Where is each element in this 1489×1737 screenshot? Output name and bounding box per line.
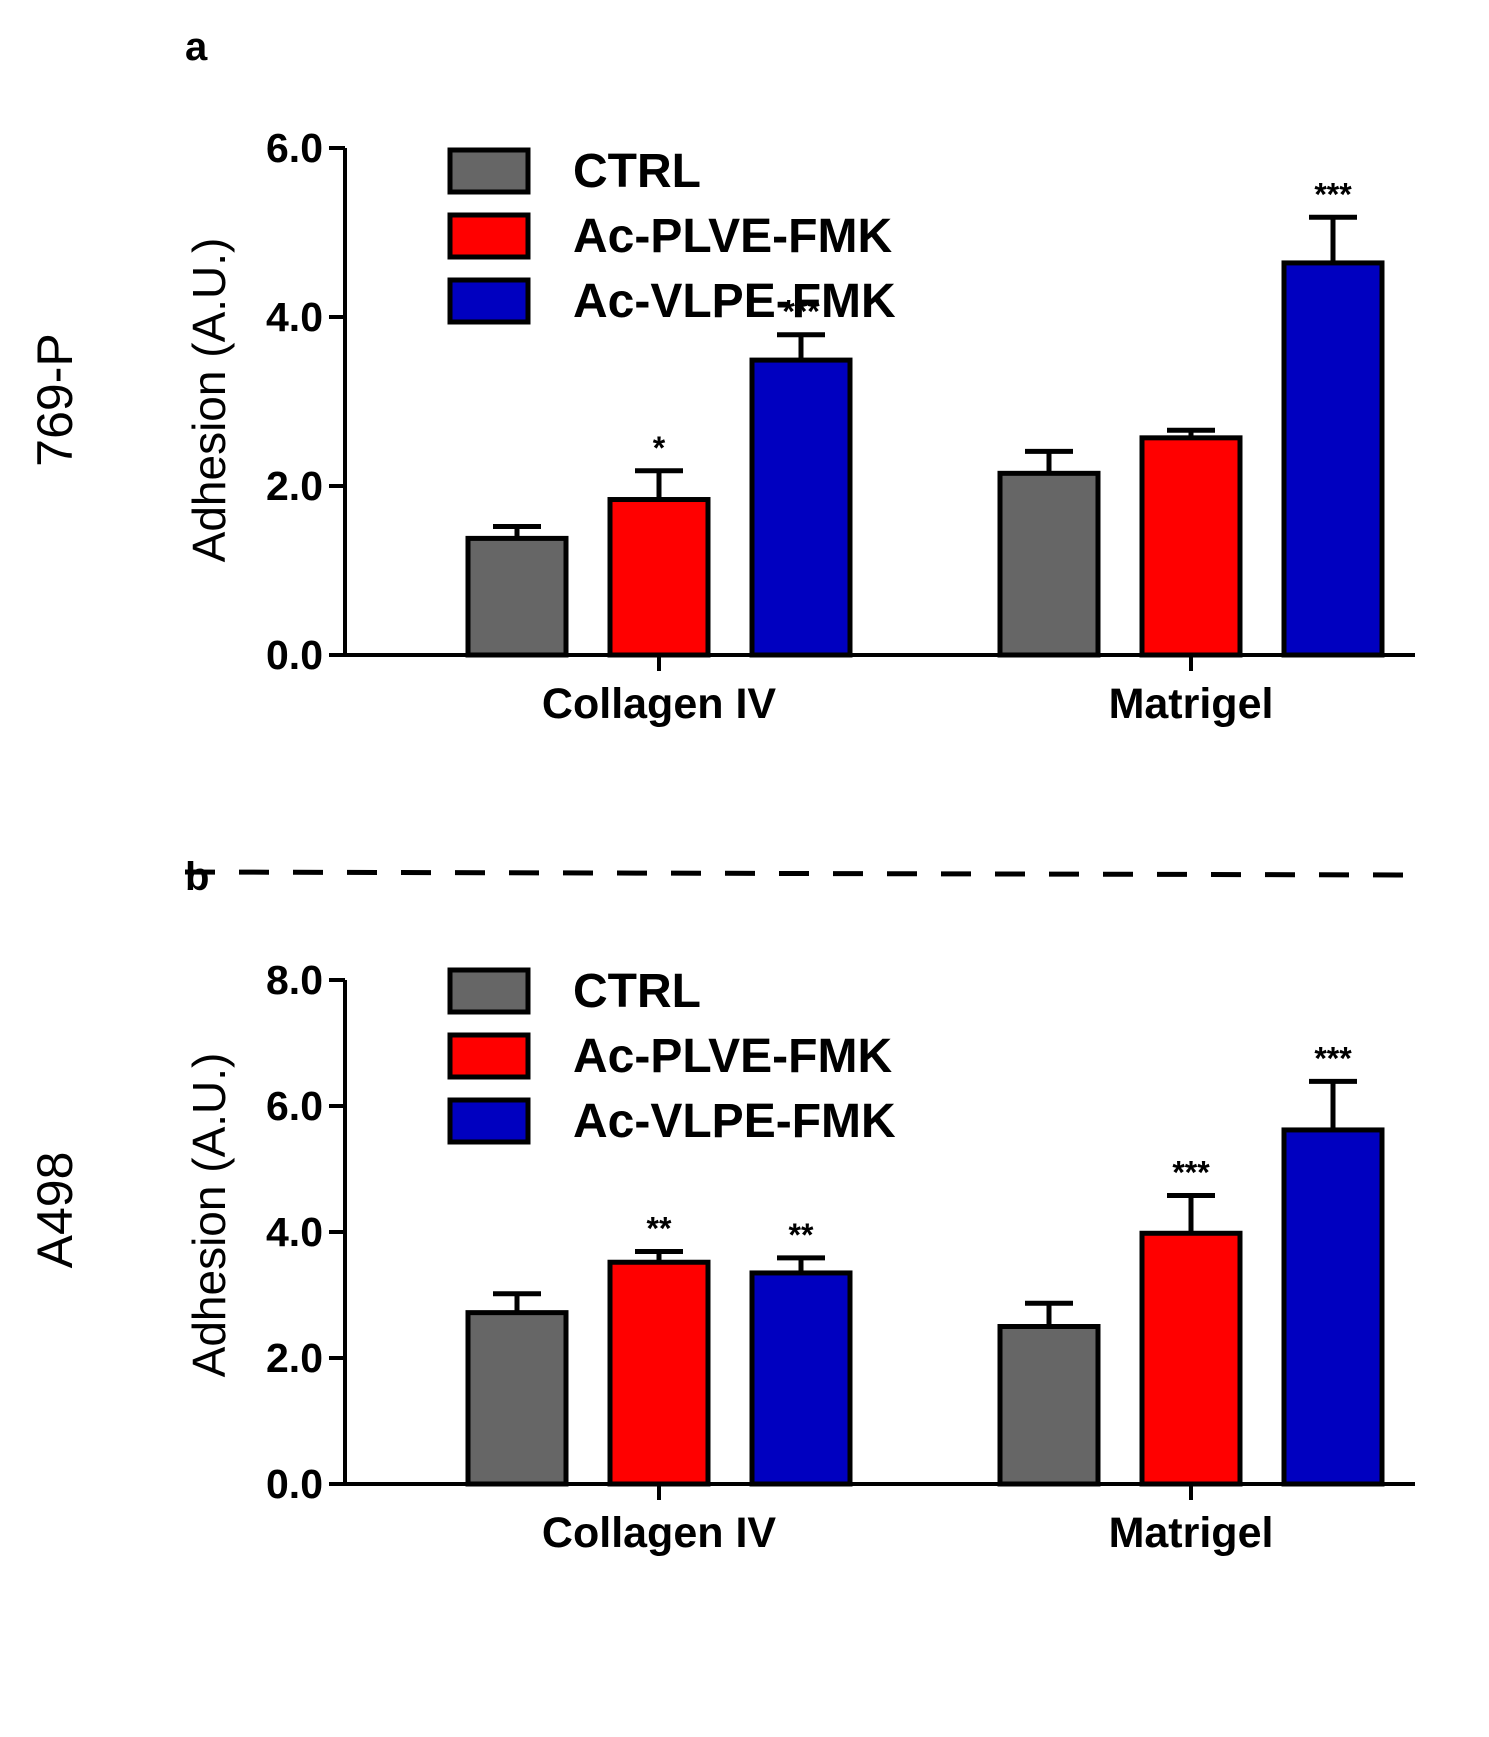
legend: CTRL Ac-PLVE-FMK Ac-VLPE-FMK xyxy=(447,965,896,1148)
y-tick-label: 8.0 xyxy=(266,957,323,1003)
x-category-label: Collagen IV xyxy=(542,680,776,728)
bar-ac-vlpe-fmk xyxy=(1281,1127,1385,1487)
legend-swatch xyxy=(447,1032,531,1080)
significance-label: * xyxy=(653,430,666,466)
x-category-label: Matrigel xyxy=(1109,1509,1274,1557)
bar-ac-vlpe-fmk xyxy=(749,1270,853,1487)
bar-ac-plve-fmk xyxy=(1139,435,1243,658)
legend-swatch xyxy=(447,967,531,1015)
x-category-label: Collagen IV xyxy=(542,1509,776,1557)
bar-ac-plve-fmk xyxy=(607,497,711,658)
significance-label: *** xyxy=(1314,1040,1352,1076)
y-axis-label: Adhesion (A.U.) xyxy=(183,238,235,563)
legend-swatch xyxy=(447,212,531,260)
y-tick-label: 2.0 xyxy=(266,1335,323,1381)
bar-ac-plve-fmk xyxy=(607,1259,711,1487)
y-tick-label: 0.0 xyxy=(266,1461,323,1507)
legend-swatch xyxy=(447,277,531,325)
y-tick-label: 0.0 xyxy=(266,632,323,678)
legend-label: CTRL xyxy=(573,965,701,1018)
bar-ctrl xyxy=(997,470,1101,658)
y-tick-label: 6.0 xyxy=(266,1083,323,1129)
bar-ac-vlpe-fmk xyxy=(1281,260,1385,658)
panel-separator xyxy=(184,869,1421,878)
panel-letter: a xyxy=(185,25,208,69)
significance-label: ** xyxy=(647,1211,672,1247)
chart-panel-b: b A498 Adhesion (A.U.) 0.0 2.0 4.0 6.0 8.0 Colla… xyxy=(27,855,1415,1557)
significance-label: ** xyxy=(789,1217,814,1253)
bar-ac-vlpe-fmk xyxy=(749,357,853,658)
y-tick-label: 4.0 xyxy=(266,294,323,340)
y-tick-label: 6.0 xyxy=(266,125,323,171)
legend-label: Ac-VLPE-FMK xyxy=(573,275,896,328)
significance-label: *** xyxy=(782,294,820,330)
legend-swatch xyxy=(447,147,531,195)
cell-line-label: 769-P xyxy=(27,333,83,466)
legend-label: Ac-PLVE-FMK xyxy=(573,210,892,263)
significance-label: *** xyxy=(1314,176,1352,212)
bar-ctrl xyxy=(997,1324,1101,1487)
cell-line-label: A498 xyxy=(27,1152,83,1269)
legend-swatch xyxy=(447,1097,531,1145)
bar-ac-plve-fmk xyxy=(1139,1230,1243,1487)
panel-letter: b xyxy=(185,855,209,899)
legend-label: Ac-VLPE-FMK xyxy=(573,1095,896,1148)
y-axis-label: Adhesion (A.U.) xyxy=(183,1053,235,1378)
legend: CTRL Ac-PLVE-FMK Ac-VLPE-FMK xyxy=(447,145,896,328)
legend-label: Ac-PLVE-FMK xyxy=(573,1030,892,1083)
y-tick-label: 2.0 xyxy=(266,463,323,509)
significance-label: *** xyxy=(1172,1154,1210,1190)
y-tick-label: 4.0 xyxy=(266,1209,323,1255)
legend-label: CTRL xyxy=(573,145,701,198)
chart-panel-a: a 769-P Adhesion (A.U.) 0.0 2.0 4.0 6.0 Collage… xyxy=(27,25,1415,728)
x-category-label: Matrigel xyxy=(1109,680,1274,728)
bar-ctrl xyxy=(465,1310,569,1487)
bar-ctrl xyxy=(465,535,569,658)
